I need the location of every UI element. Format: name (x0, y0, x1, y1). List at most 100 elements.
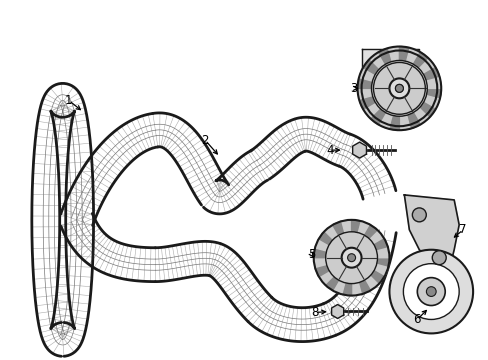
Polygon shape (357, 77, 372, 88)
Circle shape (395, 84, 403, 92)
Circle shape (388, 78, 408, 98)
Polygon shape (417, 101, 431, 115)
Circle shape (426, 287, 435, 296)
Polygon shape (418, 102, 435, 118)
Polygon shape (424, 88, 436, 98)
Polygon shape (369, 52, 385, 69)
Polygon shape (412, 52, 428, 69)
Polygon shape (357, 88, 372, 99)
Text: 7: 7 (458, 223, 466, 236)
Polygon shape (389, 113, 399, 126)
Polygon shape (369, 108, 385, 125)
Polygon shape (61, 113, 158, 225)
Polygon shape (411, 55, 426, 70)
Polygon shape (406, 113, 420, 129)
Polygon shape (376, 248, 388, 258)
Polygon shape (417, 62, 431, 75)
Polygon shape (399, 46, 409, 62)
Polygon shape (203, 150, 267, 214)
Circle shape (373, 62, 425, 114)
Polygon shape (364, 225, 378, 239)
Polygon shape (361, 49, 419, 106)
Polygon shape (412, 108, 428, 125)
Polygon shape (373, 239, 387, 251)
Polygon shape (32, 84, 93, 356)
Polygon shape (426, 88, 440, 99)
Circle shape (431, 251, 446, 265)
Text: 1: 1 (65, 94, 72, 107)
Polygon shape (314, 239, 328, 251)
Polygon shape (318, 231, 333, 245)
Polygon shape (388, 46, 399, 62)
Polygon shape (376, 258, 388, 267)
Polygon shape (351, 283, 361, 296)
Text: 6: 6 (413, 313, 420, 326)
Polygon shape (378, 48, 391, 64)
Polygon shape (372, 55, 386, 70)
Polygon shape (369, 271, 384, 284)
Circle shape (371, 60, 427, 116)
Circle shape (341, 248, 361, 268)
Polygon shape (363, 102, 379, 118)
Polygon shape (380, 111, 392, 125)
Polygon shape (423, 95, 439, 109)
Polygon shape (399, 50, 408, 63)
Polygon shape (411, 107, 426, 121)
Polygon shape (424, 78, 436, 88)
Polygon shape (372, 107, 386, 121)
Text: 5: 5 (307, 248, 315, 261)
Polygon shape (366, 101, 380, 115)
Polygon shape (247, 297, 335, 342)
Circle shape (395, 84, 403, 92)
Polygon shape (324, 225, 338, 239)
Polygon shape (314, 264, 328, 276)
Polygon shape (405, 52, 417, 66)
Circle shape (388, 78, 408, 98)
Polygon shape (388, 115, 399, 130)
Polygon shape (341, 283, 351, 296)
Text: 3: 3 (349, 82, 357, 95)
Polygon shape (153, 113, 228, 205)
Polygon shape (338, 134, 395, 199)
Polygon shape (313, 248, 326, 258)
Polygon shape (373, 264, 387, 276)
Polygon shape (380, 52, 392, 66)
Polygon shape (369, 231, 384, 245)
Text: 2: 2 (201, 134, 208, 147)
Polygon shape (406, 48, 420, 64)
Polygon shape (362, 95, 376, 107)
Polygon shape (364, 276, 378, 291)
Polygon shape (318, 271, 333, 284)
Polygon shape (405, 111, 417, 125)
Polygon shape (399, 115, 409, 130)
Polygon shape (421, 69, 435, 82)
Text: 4: 4 (325, 144, 333, 157)
Circle shape (325, 232, 377, 284)
Circle shape (403, 264, 458, 319)
Polygon shape (423, 67, 439, 81)
Polygon shape (426, 77, 440, 88)
Polygon shape (155, 241, 220, 282)
Circle shape (347, 254, 355, 262)
Polygon shape (404, 195, 458, 270)
Polygon shape (358, 280, 370, 294)
Polygon shape (332, 280, 344, 294)
Text: 8: 8 (310, 306, 318, 319)
Polygon shape (399, 113, 408, 126)
Polygon shape (341, 220, 351, 233)
Polygon shape (358, 95, 374, 109)
Polygon shape (313, 258, 326, 267)
Polygon shape (418, 59, 435, 75)
Polygon shape (351, 220, 361, 233)
Polygon shape (352, 142, 366, 158)
Circle shape (416, 278, 444, 306)
Polygon shape (250, 119, 305, 179)
Polygon shape (358, 221, 370, 235)
Polygon shape (209, 244, 271, 321)
Polygon shape (323, 227, 395, 335)
Polygon shape (361, 78, 374, 88)
Polygon shape (366, 62, 380, 75)
Polygon shape (389, 50, 399, 63)
Polygon shape (362, 69, 376, 82)
Circle shape (388, 250, 472, 333)
